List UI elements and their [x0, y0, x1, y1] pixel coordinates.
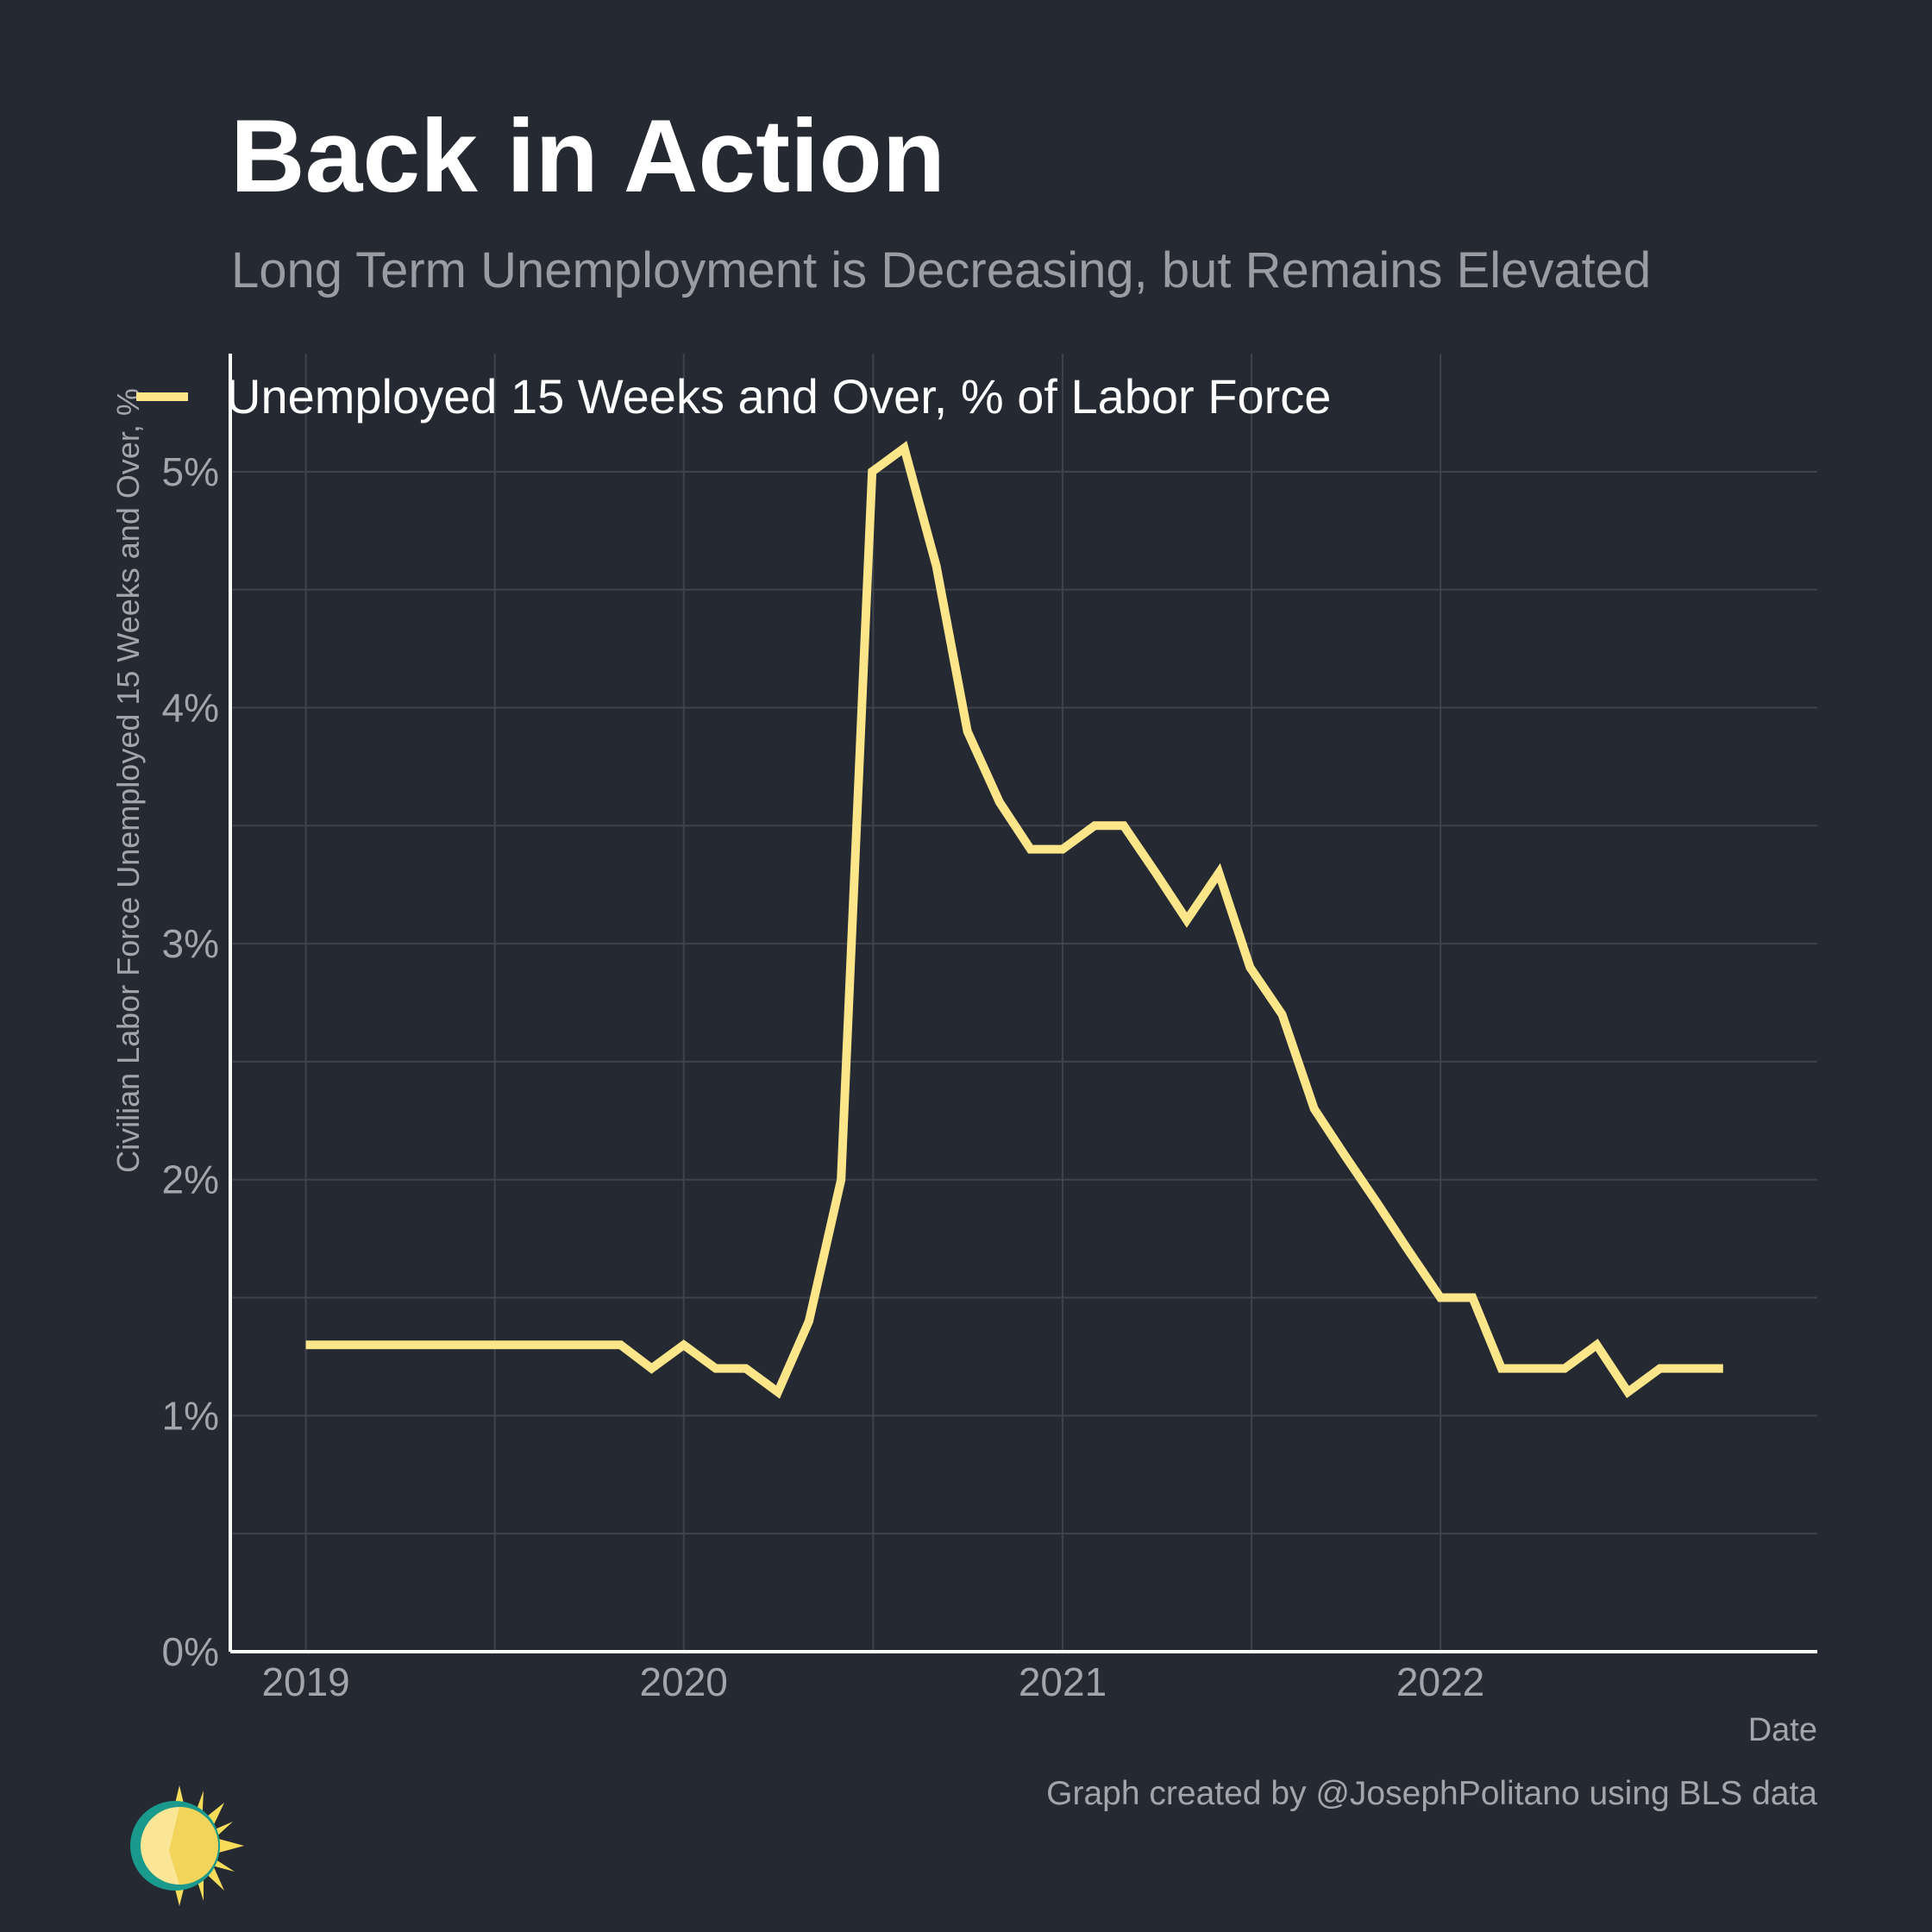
y-tick-label: 2% [162, 1157, 219, 1202]
y-tick-label: 5% [162, 449, 219, 494]
legend-label: Unemployed 15 Weeks and Over, % of Labor… [226, 369, 1331, 423]
y-tick-label: 1% [162, 1393, 219, 1438]
y-tick-label: 0% [162, 1629, 219, 1674]
x-axis-title: Date [1748, 1712, 1817, 1748]
y-tick-label: 4% [162, 685, 219, 730]
y-axis-title: Civilian Labor Force Unemployed 15 Weeks… [110, 388, 146, 1173]
chart-subtitle: Long Term Unemployment is Decreasing, bu… [231, 242, 1652, 298]
x-tick-label: 2020 [640, 1659, 728, 1704]
y-tick-label: 3% [162, 921, 219, 966]
sun-logo-icon [130, 1785, 244, 1906]
x-tick-label: 2019 [261, 1659, 349, 1704]
x-tick-label: 2022 [1396, 1659, 1484, 1704]
x-tick-label: 2021 [1019, 1659, 1107, 1704]
source-caption: Graph created by @JosephPolitano using B… [1046, 1775, 1817, 1812]
chart-title: Back in Action [230, 98, 946, 214]
series-line [305, 441, 1723, 1399]
